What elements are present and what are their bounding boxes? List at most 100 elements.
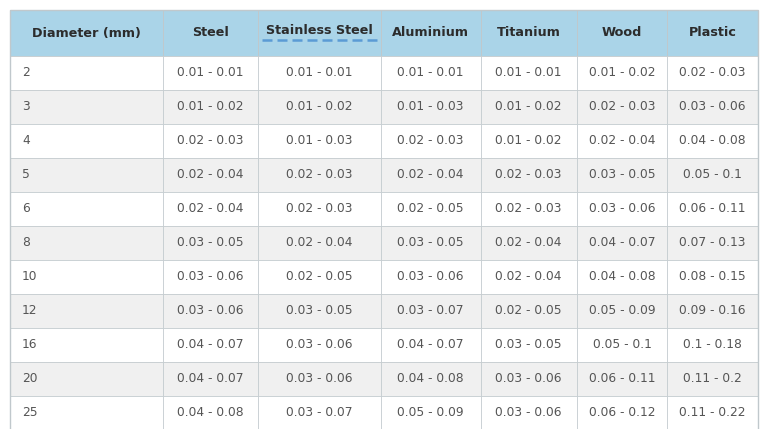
- Text: 0.01 - 0.03: 0.01 - 0.03: [397, 100, 464, 114]
- Bar: [10, 158, 163, 192]
- Text: 0.05 - 0.1: 0.05 - 0.1: [593, 338, 651, 351]
- Bar: [259, 124, 380, 158]
- Text: 0.02 - 0.05: 0.02 - 0.05: [495, 305, 562, 317]
- Bar: [163, 226, 259, 260]
- Text: 0.03 - 0.06: 0.03 - 0.06: [397, 271, 464, 284]
- Text: 0.03 - 0.06: 0.03 - 0.06: [286, 372, 353, 386]
- Text: 0.05 - 0.09: 0.05 - 0.09: [589, 305, 655, 317]
- Bar: [163, 124, 259, 158]
- Bar: [163, 90, 259, 124]
- Bar: [10, 260, 163, 294]
- Bar: [667, 294, 758, 328]
- Text: Wood: Wood: [602, 27, 642, 39]
- Text: 0.02 - 0.04: 0.02 - 0.04: [397, 169, 464, 181]
- Text: 0.04 - 0.08: 0.04 - 0.08: [177, 407, 243, 420]
- Bar: [577, 328, 667, 362]
- Bar: [481, 294, 577, 328]
- Text: 4: 4: [22, 135, 30, 148]
- Bar: [380, 192, 481, 226]
- Bar: [577, 260, 667, 294]
- Bar: [667, 226, 758, 260]
- Bar: [380, 328, 481, 362]
- Bar: [259, 396, 380, 429]
- Text: 0.02 - 0.03: 0.02 - 0.03: [286, 169, 353, 181]
- Text: 20: 20: [22, 372, 38, 386]
- Text: 16: 16: [22, 338, 38, 351]
- Bar: [481, 396, 577, 429]
- Text: 0.03 - 0.05: 0.03 - 0.05: [286, 305, 353, 317]
- Text: 0.03 - 0.07: 0.03 - 0.07: [397, 305, 464, 317]
- Bar: [10, 396, 163, 429]
- Text: 0.02 - 0.03: 0.02 - 0.03: [589, 100, 655, 114]
- Text: 0.1 - 0.18: 0.1 - 0.18: [684, 338, 742, 351]
- Text: 0.01 - 0.01: 0.01 - 0.01: [177, 66, 243, 79]
- Text: 0.02 - 0.04: 0.02 - 0.04: [177, 169, 243, 181]
- Bar: [481, 362, 577, 396]
- Text: 0.04 - 0.07: 0.04 - 0.07: [397, 338, 464, 351]
- Bar: [10, 124, 163, 158]
- Bar: [163, 56, 259, 90]
- Text: 0.05 - 0.09: 0.05 - 0.09: [397, 407, 464, 420]
- Bar: [259, 158, 380, 192]
- Bar: [10, 56, 163, 90]
- Bar: [481, 328, 577, 362]
- Bar: [259, 328, 380, 362]
- Bar: [259, 260, 380, 294]
- Bar: [10, 192, 163, 226]
- Bar: [481, 90, 577, 124]
- Text: 0.01 - 0.02: 0.01 - 0.02: [286, 100, 353, 114]
- Text: Steel: Steel: [192, 27, 229, 39]
- Text: 0.01 - 0.02: 0.01 - 0.02: [177, 100, 243, 114]
- Text: 3: 3: [22, 100, 30, 114]
- Text: 0.02 - 0.05: 0.02 - 0.05: [286, 271, 353, 284]
- Bar: [667, 158, 758, 192]
- Text: 10: 10: [22, 271, 38, 284]
- Bar: [481, 226, 577, 260]
- Text: 0.08 - 0.15: 0.08 - 0.15: [679, 271, 746, 284]
- Text: 0.11 - 0.2: 0.11 - 0.2: [684, 372, 742, 386]
- Bar: [667, 328, 758, 362]
- Text: 0.02 - 0.04: 0.02 - 0.04: [495, 271, 562, 284]
- Text: 6: 6: [22, 202, 30, 215]
- Bar: [163, 328, 259, 362]
- Bar: [259, 10, 380, 56]
- Text: 0.02 - 0.03: 0.02 - 0.03: [177, 135, 243, 148]
- Bar: [380, 362, 481, 396]
- Text: 0.03 - 0.05: 0.03 - 0.05: [397, 236, 464, 250]
- Text: Stainless Steel: Stainless Steel: [266, 24, 373, 36]
- Text: 0.02 - 0.04: 0.02 - 0.04: [286, 236, 353, 250]
- Bar: [163, 158, 259, 192]
- Text: 0.03 - 0.06: 0.03 - 0.06: [286, 338, 353, 351]
- Text: 2: 2: [22, 66, 30, 79]
- Bar: [667, 396, 758, 429]
- Bar: [481, 124, 577, 158]
- Bar: [10, 362, 163, 396]
- Bar: [10, 10, 163, 56]
- Bar: [577, 192, 667, 226]
- Bar: [163, 10, 259, 56]
- Bar: [380, 10, 481, 56]
- Text: 0.01 - 0.02: 0.01 - 0.02: [495, 100, 562, 114]
- Text: 0.02 - 0.04: 0.02 - 0.04: [177, 202, 243, 215]
- Text: 0.03 - 0.06: 0.03 - 0.06: [680, 100, 746, 114]
- Bar: [481, 260, 577, 294]
- Text: Aluminium: Aluminium: [392, 27, 469, 39]
- Text: Diameter (mm): Diameter (mm): [31, 27, 141, 39]
- Text: 0.06 - 0.12: 0.06 - 0.12: [589, 407, 655, 420]
- Bar: [380, 396, 481, 429]
- Text: 0.02 - 0.04: 0.02 - 0.04: [495, 236, 562, 250]
- Bar: [481, 158, 577, 192]
- Bar: [577, 362, 667, 396]
- Text: 0.03 - 0.05: 0.03 - 0.05: [495, 338, 562, 351]
- Text: 0.05 - 0.1: 0.05 - 0.1: [684, 169, 742, 181]
- Text: 0.11 - 0.22: 0.11 - 0.22: [680, 407, 746, 420]
- Text: 0.04 - 0.08: 0.04 - 0.08: [397, 372, 464, 386]
- Text: 0.02 - 0.03: 0.02 - 0.03: [495, 202, 562, 215]
- Text: 0.04 - 0.07: 0.04 - 0.07: [177, 372, 243, 386]
- Bar: [667, 260, 758, 294]
- Bar: [667, 124, 758, 158]
- Bar: [667, 56, 758, 90]
- Bar: [667, 362, 758, 396]
- Text: 0.01 - 0.01: 0.01 - 0.01: [397, 66, 464, 79]
- Text: 0.04 - 0.07: 0.04 - 0.07: [177, 338, 243, 351]
